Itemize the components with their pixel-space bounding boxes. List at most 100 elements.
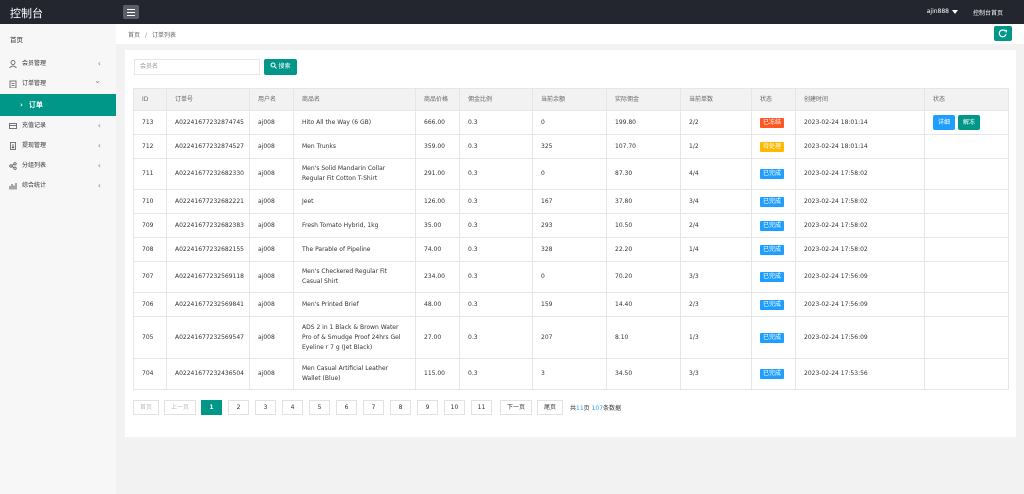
chevron-left-icon: ‹ bbox=[97, 181, 101, 190]
cell-username-text: aj008 bbox=[258, 333, 275, 341]
cell-price-text: 35.00 bbox=[424, 221, 442, 229]
detail-button[interactable]: 详细 bbox=[933, 115, 956, 130]
next-page-button[interactable]: 下一页 bbox=[500, 400, 532, 415]
cell-order-no: A02241677232682221 bbox=[166, 189, 250, 214]
sidebar-item-share[interactable]: 分组列表 ‹ bbox=[0, 156, 116, 176]
cell-order-no: A02241677232436504 bbox=[166, 358, 250, 390]
user-menu[interactable]: ajin888 bbox=[927, 8, 958, 15]
sidebar-item-chart[interactable]: 综合统计 ‹ bbox=[0, 176, 116, 196]
cell-commission: 70.20 bbox=[606, 261, 681, 293]
sidebar-item-label: 会员管理 bbox=[22, 60, 47, 67]
status-badge: 已完成 bbox=[760, 220, 785, 231]
cell-order-count: 2/3 bbox=[680, 292, 752, 317]
sidebar-item-card[interactable]: 充值记录 ‹ bbox=[0, 116, 116, 136]
cell-commission-ratio-text: 0.3 bbox=[468, 333, 478, 341]
page-button-7[interactable]: 7 bbox=[363, 400, 384, 415]
cell-username: aj008 bbox=[249, 261, 294, 293]
page-button-3[interactable]: 3 bbox=[255, 400, 276, 415]
main-panel: 会员名 搜索 ID 订单号 用户名 商品名 商品价格 佣金比例 当前余额 实际佣金 当前单数 状态… bbox=[125, 50, 1016, 437]
chevron-down-icon: ⌄ bbox=[94, 76, 101, 85]
page-button-10[interactable]: 10 bbox=[444, 400, 465, 415]
total-mid: 页 bbox=[583, 405, 592, 412]
cell-product-text: Fresh Tomato Hybrid, 1kg bbox=[302, 221, 379, 229]
breadcrumb-bar: 首页 / 订单列表 bbox=[116, 24, 1024, 44]
sidebar-item-label: 订单 bbox=[28, 101, 43, 109]
cell-product-text: Jeet bbox=[302, 197, 314, 205]
column-header: 当前单数 bbox=[680, 88, 752, 111]
app-title: 控制台 bbox=[10, 7, 43, 20]
first-page-button[interactable]: 首页 bbox=[133, 400, 159, 415]
page-button-4[interactable]: 4 bbox=[282, 400, 303, 415]
sidebar-item-withdraw[interactable]: 提现管理 ‹ bbox=[0, 136, 116, 156]
cell-product-text: Men's Printed Brief bbox=[302, 300, 359, 308]
created-time-text: 2023-02-24 17:58:02 bbox=[804, 197, 868, 205]
breadcrumb-current: 订单列表 bbox=[152, 32, 177, 39]
page-button-6[interactable]: 6 bbox=[336, 400, 357, 415]
column-header: 佣金比例 bbox=[459, 88, 533, 111]
unfreeze-button[interactable]: 解冻 bbox=[958, 115, 981, 130]
created-time-text: 2023-02-24 18:01:14 bbox=[804, 142, 868, 150]
hamburger-icon bbox=[127, 8, 135, 10]
page-button-11[interactable]: 11 bbox=[471, 400, 492, 415]
sidebar-item-user[interactable]: 会员管理 ‹ bbox=[0, 54, 116, 74]
cell-order-count: 3/3 bbox=[680, 358, 752, 390]
cell-balance-text: 328 bbox=[541, 245, 553, 253]
last-page-button[interactable]: 尾页 bbox=[537, 400, 563, 415]
cell-order-count: 3/3 bbox=[680, 261, 752, 293]
search-button[interactable]: 搜索 bbox=[264, 59, 297, 75]
sidebar-item-label: 综合统计 bbox=[22, 182, 47, 189]
cell-status: 已完成 bbox=[751, 316, 796, 359]
cell-order-count-text: 2/3 bbox=[689, 300, 699, 308]
page-button-8[interactable]: 8 bbox=[390, 400, 411, 415]
prev-page-button[interactable]: 上一页 bbox=[164, 400, 196, 415]
cell-created-time: 2023-02-24 17:56:09 bbox=[795, 261, 925, 293]
cell-commission-ratio-text: 0.3 bbox=[468, 370, 478, 377]
cell-order-no-text: A02241677232569841 bbox=[175, 300, 244, 308]
cell-id: 705 bbox=[133, 316, 167, 359]
cell-commission-ratio: 0.3 bbox=[459, 189, 533, 214]
top-navbar: 控制台 ajin888 控制台首页 bbox=[0, 0, 1024, 24]
cell-username: aj008 bbox=[249, 158, 294, 190]
created-time-text: 2023-02-24 17:56:09 bbox=[804, 273, 868, 280]
breadcrumb-home[interactable]: 首页 bbox=[128, 32, 141, 39]
cell-username: aj008 bbox=[249, 134, 294, 159]
cell-balance-text: 293 bbox=[541, 221, 553, 229]
cell-order-count: 1/4 bbox=[680, 237, 752, 262]
cell-commission: 22.20 bbox=[606, 237, 681, 262]
cell-id: 713 bbox=[133, 110, 167, 135]
cell-commission-ratio-text: 0.3 bbox=[468, 197, 478, 205]
sidebar-item-home[interactable]: 首页 bbox=[10, 36, 23, 44]
sidebar-item-orders[interactable]: › 订单 bbox=[0, 94, 116, 116]
cell-price-text: 359.00 bbox=[424, 142, 445, 150]
table-body: 713 A02241677232874745 aj008 Hito All the W… bbox=[133, 110, 1009, 390]
cell-price: 666.00 bbox=[415, 110, 460, 135]
page-button-5[interactable]: 5 bbox=[309, 400, 330, 415]
member-name-search-input[interactable]: 会员名 bbox=[134, 59, 260, 75]
cell-username: aj008 bbox=[249, 213, 294, 238]
cell-commission-text: 10.50 bbox=[615, 221, 633, 229]
page-button-9[interactable]: 9 bbox=[417, 400, 438, 415]
console-home-link[interactable]: 控制台首页 bbox=[972, 10, 1003, 17]
table-row: 705 A02241677232569547 aj008 ADS 2 in 1 Bla… bbox=[133, 316, 1009, 359]
table-row: 708 A02241677232682155 aj008 The Parable of… bbox=[133, 237, 1009, 262]
cell-order-no-text: A02241677232874527 bbox=[175, 142, 244, 150]
cell-price-text: 74.00 bbox=[424, 245, 442, 253]
cell-username-text: aj008 bbox=[258, 118, 275, 126]
cell-commission-text: 199.80 bbox=[615, 118, 636, 126]
refresh-button[interactable] bbox=[994, 26, 1012, 41]
cell-status: 已完成 bbox=[751, 158, 796, 190]
page-button-2[interactable]: 2 bbox=[228, 400, 249, 415]
created-time-text: 2023-02-24 17:58:02 bbox=[804, 170, 868, 177]
page-button-1[interactable]: 1 bbox=[201, 400, 222, 415]
cell-id-text: 710 bbox=[142, 197, 154, 205]
status-badge: 已完成 bbox=[760, 169, 785, 179]
cell-balance-text: 0 bbox=[541, 170, 545, 177]
menu-toggle-button[interactable] bbox=[123, 5, 139, 19]
sidebar-item-clipboard[interactable]: 订单管理 ⌄ bbox=[0, 74, 116, 94]
cell-id-text: 705 bbox=[142, 333, 154, 341]
cell-id-text: 708 bbox=[142, 245, 154, 253]
created-time-text: 2023-02-24 17:58:02 bbox=[804, 245, 868, 253]
cell-id-text: 712 bbox=[142, 142, 154, 150]
status-badge: 已完成 bbox=[760, 244, 785, 255]
cell-price-text: 234.00 bbox=[424, 273, 445, 280]
